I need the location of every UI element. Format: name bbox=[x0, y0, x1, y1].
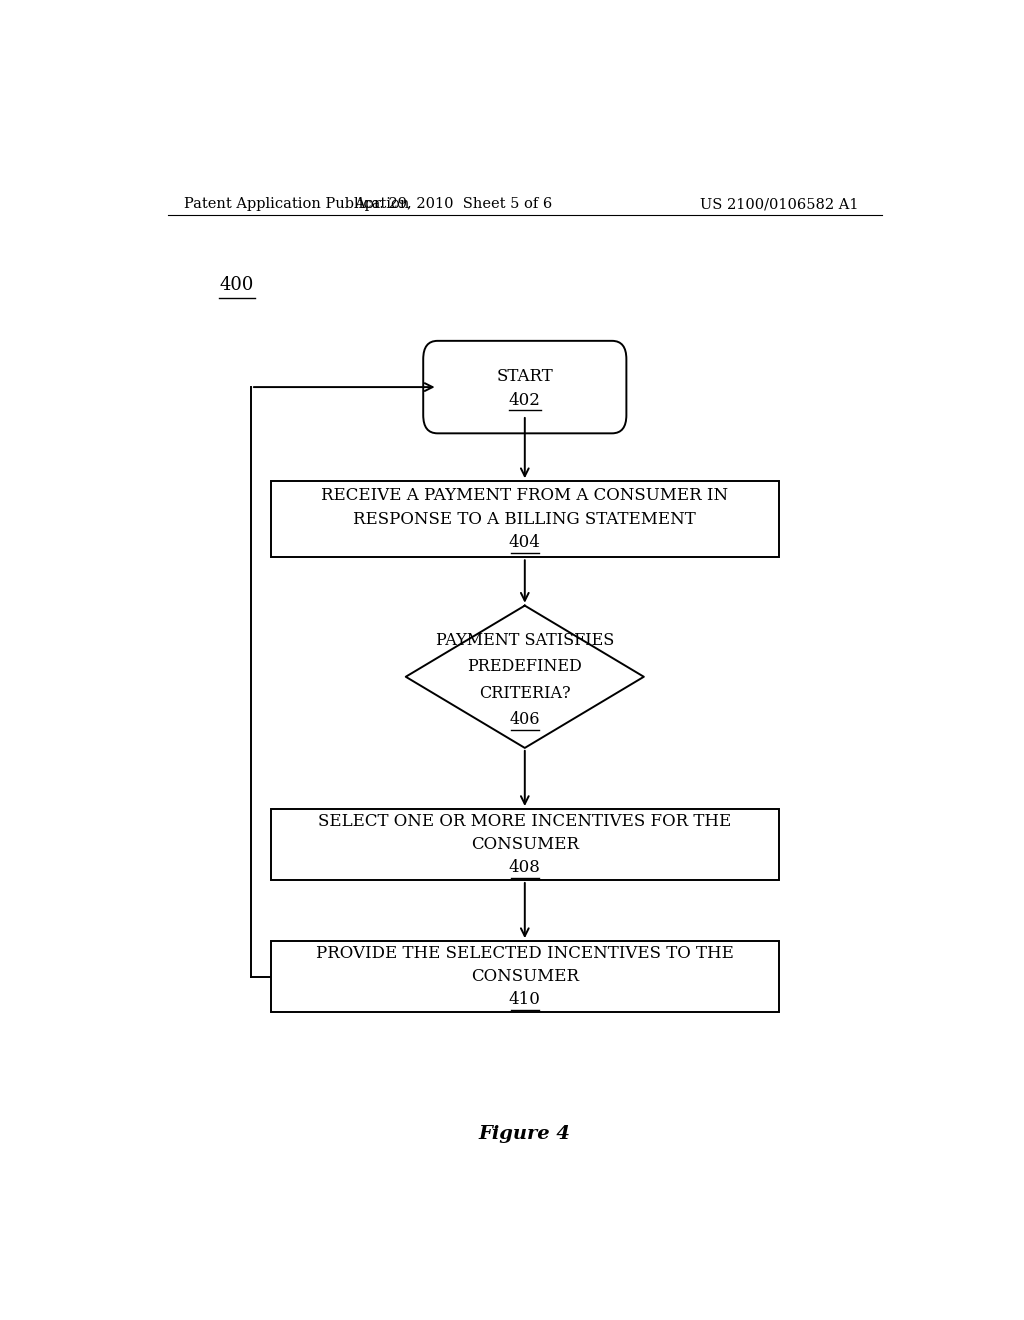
Text: 410: 410 bbox=[509, 991, 541, 1008]
FancyBboxPatch shape bbox=[423, 341, 627, 433]
Text: PROVIDE THE SELECTED INCENTIVES TO THE: PROVIDE THE SELECTED INCENTIVES TO THE bbox=[315, 945, 734, 962]
Bar bbox=[270, 480, 779, 557]
Text: US 2100/0106582 A1: US 2100/0106582 A1 bbox=[699, 197, 858, 211]
Text: 404: 404 bbox=[509, 535, 541, 550]
Text: PREDEFINED: PREDEFINED bbox=[467, 659, 583, 675]
Text: RECEIVE A PAYMENT FROM A CONSUMER IN: RECEIVE A PAYMENT FROM A CONSUMER IN bbox=[322, 487, 728, 504]
Bar bbox=[270, 809, 779, 880]
Text: CRITERIA?: CRITERIA? bbox=[479, 685, 570, 701]
Text: 408: 408 bbox=[509, 859, 541, 876]
Text: CONSUMER: CONSUMER bbox=[471, 836, 579, 853]
Text: SELECT ONE OR MORE INCENTIVES FOR THE: SELECT ONE OR MORE INCENTIVES FOR THE bbox=[318, 813, 731, 829]
Text: RESPONSE TO A BILLING STATEMENT: RESPONSE TO A BILLING STATEMENT bbox=[353, 511, 696, 528]
Text: Figure 4: Figure 4 bbox=[479, 1125, 570, 1143]
Text: PAYMENT SATISFIES: PAYMENT SATISFIES bbox=[435, 632, 614, 648]
Text: Apr. 29, 2010  Sheet 5 of 6: Apr. 29, 2010 Sheet 5 of 6 bbox=[354, 197, 553, 211]
Text: Patent Application Publication: Patent Application Publication bbox=[183, 197, 409, 211]
Text: CONSUMER: CONSUMER bbox=[471, 968, 579, 985]
Text: 402: 402 bbox=[509, 392, 541, 409]
Text: 400: 400 bbox=[219, 276, 254, 294]
Text: START: START bbox=[497, 368, 553, 385]
Text: 406: 406 bbox=[510, 711, 540, 727]
Bar bbox=[270, 941, 779, 1012]
